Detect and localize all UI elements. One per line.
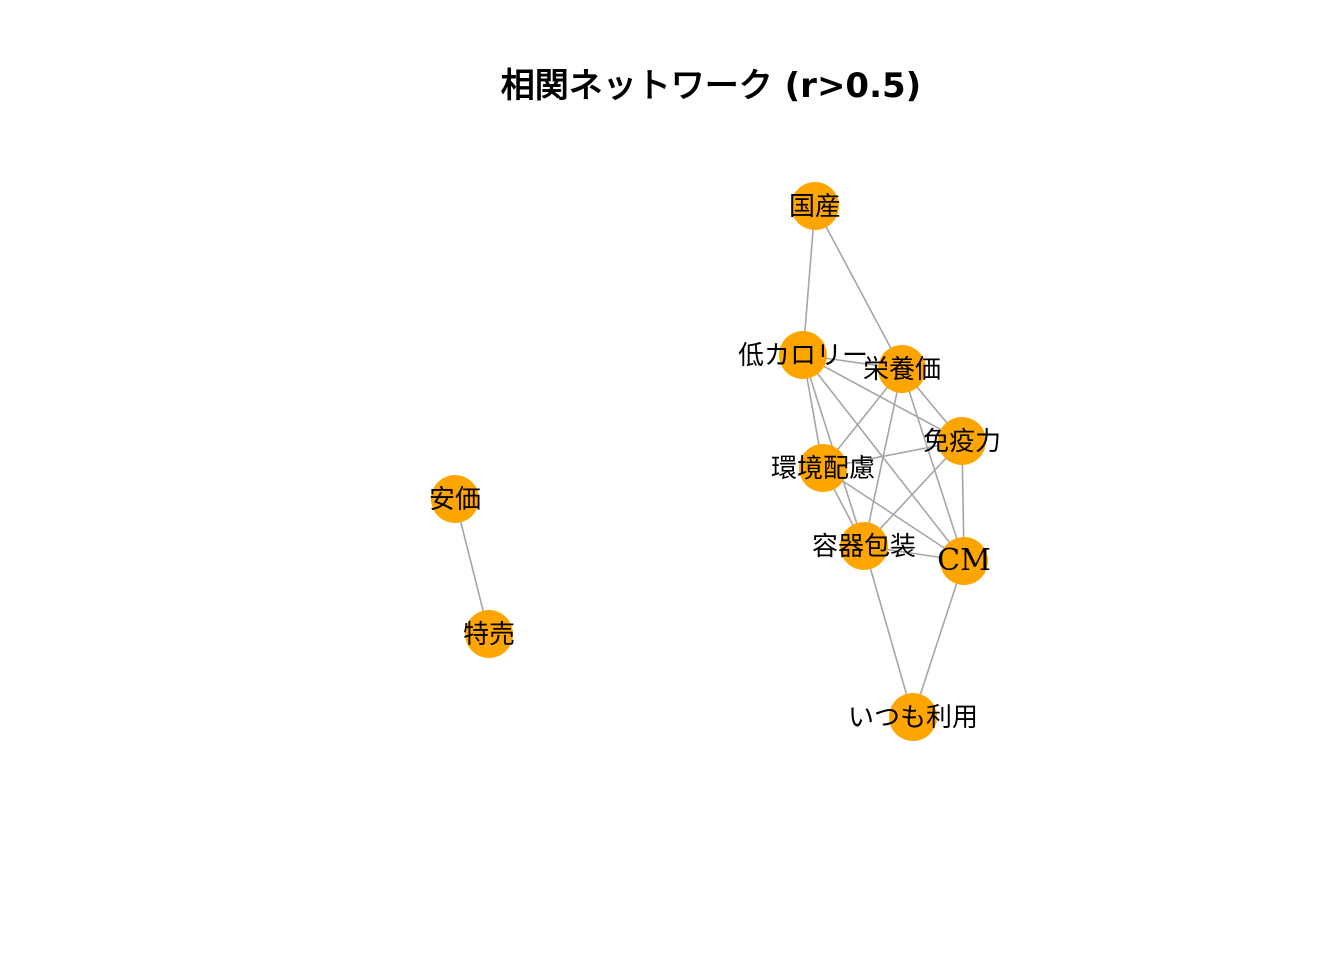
node-kankyou: 環境配慮 <box>771 444 875 492</box>
node-tokubai: 特売 <box>463 610 515 658</box>
node-teicalorie: 低カロリー <box>738 331 868 379</box>
edge-teicalorie-menekiryoku <box>802 354 963 442</box>
node-label-kokusan: 国産 <box>789 192 841 222</box>
node-yasune: 安価 <box>429 475 481 523</box>
node-circle-tokubai <box>465 610 513 658</box>
edge-cm-itsumo <box>912 560 965 718</box>
node-label-kankyou: 環境配慮 <box>771 454 875 484</box>
edge-eiyouka-youki <box>863 368 903 547</box>
node-menekiryoku: 免疫力 <box>923 417 1001 465</box>
edge-eiyouka-cm <box>901 368 965 562</box>
node-label-cm: CM <box>937 543 991 578</box>
node-label-teicalorie: 低カロリー <box>738 341 868 371</box>
node-circle-teicalorie <box>779 331 827 379</box>
edge-youki-itsumo <box>863 545 914 718</box>
node-circle-yasune <box>431 475 479 523</box>
node-label-eiyouka: 栄養価 <box>863 355 941 385</box>
node-circle-eiyouka <box>878 345 926 393</box>
edge-kokusan-eiyouka <box>814 205 903 370</box>
node-circle-menekiryoku <box>938 417 986 465</box>
node-circle-kokusan <box>791 182 839 230</box>
diagram-title: 相関ネットワーク (r>0.5) <box>500 66 922 106</box>
node-circle-youki <box>840 522 888 570</box>
node-kokusan: 国産 <box>789 182 841 230</box>
edges-layer <box>454 205 965 718</box>
node-itsumo: いつも利用 <box>848 693 978 741</box>
node-circle-itsumo <box>889 693 937 741</box>
edge-kankyou-cm <box>822 467 965 562</box>
node-circle-cm <box>940 537 988 585</box>
node-cm: CM <box>937 537 991 585</box>
node-label-youki: 容器包装 <box>812 532 916 562</box>
node-eiyouka: 栄養価 <box>863 345 941 393</box>
node-circle-kankyou <box>799 444 847 492</box>
node-label-tokubai: 特売 <box>463 620 515 650</box>
node-label-menekiryoku: 免疫力 <box>923 427 1001 457</box>
node-label-yasune: 安価 <box>429 485 481 515</box>
edge-kokusan-teicalorie <box>802 205 816 356</box>
node-youki: 容器包装 <box>812 522 916 570</box>
node-label-itsumo: いつも利用 <box>848 703 978 733</box>
